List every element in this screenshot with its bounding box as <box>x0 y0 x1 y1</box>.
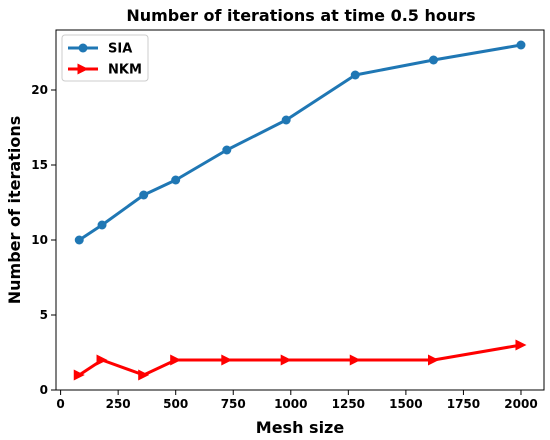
data-point-sia <box>350 70 360 80</box>
x-tick-label: 2000 <box>504 397 537 411</box>
y-tick-label: 20 <box>31 83 48 97</box>
data-point-sia <box>139 190 149 200</box>
data-point-sia <box>516 40 526 50</box>
data-point-nkm <box>221 354 233 366</box>
x-tick-label: 1250 <box>332 397 365 411</box>
data-point-nkm <box>73 369 85 381</box>
plot-area <box>55 29 545 391</box>
y-tick-label: 5 <box>40 308 48 322</box>
data-point-sia <box>171 175 181 185</box>
x-tick-label: 250 <box>106 397 131 411</box>
data-point-nkm <box>280 354 292 366</box>
series-sia <box>74 40 526 245</box>
y-axis: 0 5 10 15 20 <box>31 83 56 397</box>
data-point-sia <box>281 115 291 125</box>
chart-title: Number of iterations at time 0.5 hours <box>126 6 475 25</box>
x-tick-label: 1500 <box>389 397 422 411</box>
x-tick-label: 0 <box>56 397 64 411</box>
data-point-sia <box>429 55 439 65</box>
data-point-sia <box>222 145 232 155</box>
x-tick-label: 750 <box>221 397 246 411</box>
legend: SIA NKM <box>61 34 149 82</box>
y-tick-label: 10 <box>31 233 48 247</box>
series-layer <box>73 40 527 381</box>
data-point-sia <box>74 235 84 245</box>
series-line-nkm <box>78 343 522 377</box>
data-point-nkm <box>428 354 440 366</box>
x-axis-label: Mesh size <box>256 418 345 437</box>
y-tick-label: 15 <box>31 158 48 172</box>
series-nkm <box>73 339 527 381</box>
x-tick-label: 500 <box>163 397 188 411</box>
x-tick-label: 1000 <box>274 397 307 411</box>
legend-marker-nkm <box>77 63 89 75</box>
data-point-sia <box>97 220 107 230</box>
x-axis: 0 250 500 750 1000 1250 1500 1750 2000 <box>56 390 538 411</box>
data-point-nkm <box>170 354 182 366</box>
y-tick-label: 0 <box>40 383 48 397</box>
legend-label-sia: SIA <box>108 42 132 57</box>
x-tick-label: 1750 <box>447 397 480 411</box>
legend-label-nkm: NKM <box>108 63 142 78</box>
data-point-nkm <box>515 339 527 351</box>
data-point-nkm <box>349 354 361 366</box>
data-point-nkm <box>138 369 150 381</box>
legend-marker-sia <box>78 43 88 53</box>
y-axis-label: Number of iterations <box>5 116 24 304</box>
data-point-nkm <box>96 354 108 366</box>
